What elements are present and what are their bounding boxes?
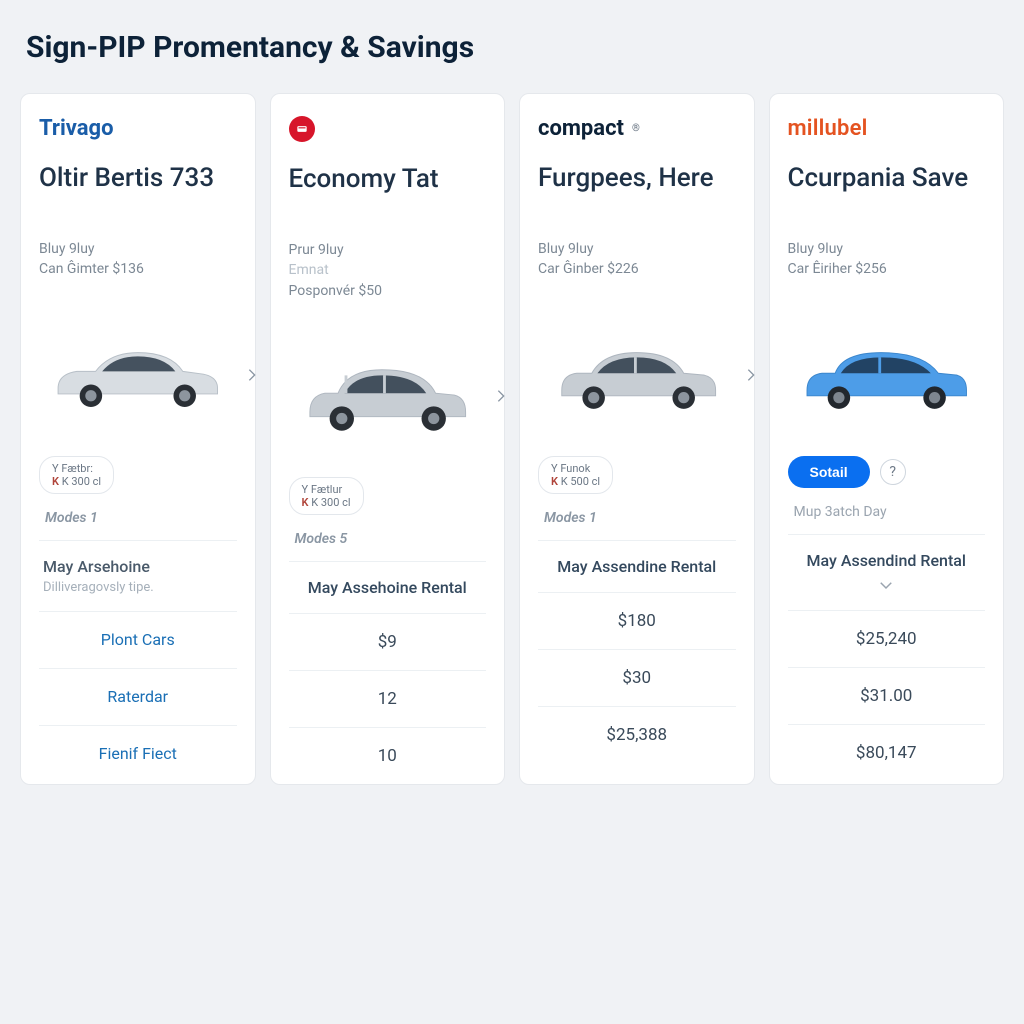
car-suv-icon (293, 351, 481, 440)
comparison-cards-row: Trivago Oltir Bertis 733 Bluy 9luy Can Ĝ… (20, 93, 1004, 785)
table-row[interactable]: Plont Cars (39, 611, 237, 668)
help-icon[interactable]: ? (880, 459, 906, 485)
car-image (289, 321, 487, 471)
table-row: $25,240 (788, 610, 986, 667)
offer-card-3: compact® Furgpees, Here Bluy 9luy Car Ĝi… (519, 93, 755, 785)
table-row: 12 (289, 670, 487, 727)
table-row: $25,388 (538, 706, 736, 763)
table-row: $180 (538, 592, 736, 649)
spec-chip: Y Fætlur K K 300 cl (289, 477, 364, 515)
page-title: Sign-PIP Promentancy & Savings (26, 30, 1004, 65)
modes-label: Modes 1 (538, 510, 736, 526)
card-subline-1: Bluy 9luy (39, 239, 237, 259)
table-row: 10 (289, 727, 487, 784)
car-wagon-icon (792, 332, 980, 416)
brand-logo-millubel: millubel (788, 116, 986, 141)
modes-label: Mup 3atch Day (788, 504, 986, 520)
plont-cars-link: Plont Cars (101, 630, 175, 649)
brand-logo-compact: compact® (538, 116, 736, 141)
next-arrow-icon[interactable] (244, 367, 260, 383)
table-row: $30 (538, 649, 736, 706)
chevron-down-icon[interactable] (877, 576, 895, 594)
rental-section: May Assehoine Rental (289, 562, 487, 613)
rental-section: May Arsehoine Dilliveragovsly tipe. (39, 541, 237, 611)
spec-chip: Y Fætbr: K K 300 cl (39, 456, 114, 494)
card-subline-1: Bluy 9luy (538, 239, 736, 259)
next-arrow-icon[interactable] (493, 388, 509, 404)
spec-chip: Y Funok K K 500 cl (538, 456, 613, 494)
car-hatch-icon (543, 332, 731, 416)
table-row: $31.00 (788, 667, 986, 724)
card-title: Ccurpania Save (788, 163, 986, 227)
modes-label: Modes 1 (39, 510, 237, 526)
card-subline-1: Prur 9luy (289, 240, 487, 260)
offer-card-2: Economy Tat Prur 9luy Emnat Posponvér $5… (270, 93, 506, 785)
card-subline-2: Emnat (289, 260, 487, 280)
rental-section: May Assendind Rental (788, 535, 986, 610)
card-title: Furgpees, Here (538, 163, 736, 227)
next-arrow-icon[interactable] (743, 367, 759, 383)
card-subline-2: Car Ĝinber $226 (538, 259, 736, 279)
card-subline-1: Bluy 9luy (788, 239, 986, 259)
car-image (788, 300, 986, 450)
card-subline-2: Car Êiriher $256 (788, 259, 986, 279)
card-subline-3: Posponvér $50 (289, 281, 487, 301)
sotail-button[interactable]: Sotail (788, 456, 870, 488)
table-row[interactable]: Fienif Fiect (39, 725, 237, 782)
card-title: Oltir Bertis 733 (39, 163, 237, 227)
table-row: $9 (289, 613, 487, 670)
car-image (39, 300, 237, 450)
offer-card-4: millubel Ccurpania Save Bluy 9luy Car Êi… (769, 93, 1005, 785)
rental-section: May Assendine Rental (538, 541, 736, 592)
brand-badge-icon (289, 116, 315, 142)
car-sedan-icon (44, 332, 232, 416)
fienif-link: Fienif Fiect (99, 744, 177, 763)
table-row[interactable]: Raterdar (39, 668, 237, 725)
car-image (538, 300, 736, 450)
modes-label: Modes 5 (289, 531, 487, 547)
raterdar-link: Raterdar (107, 687, 168, 706)
brand-logo-badge (289, 116, 487, 142)
card-title: Economy Tat (289, 164, 487, 228)
table-row: $80,147 (788, 724, 986, 781)
offer-card-1: Trivago Oltir Bertis 733 Bluy 9luy Can Ĝ… (20, 93, 256, 785)
card-subline-2: Can Ĝimter $136 (39, 259, 237, 279)
brand-logo-trivago: Trivago (39, 116, 237, 141)
